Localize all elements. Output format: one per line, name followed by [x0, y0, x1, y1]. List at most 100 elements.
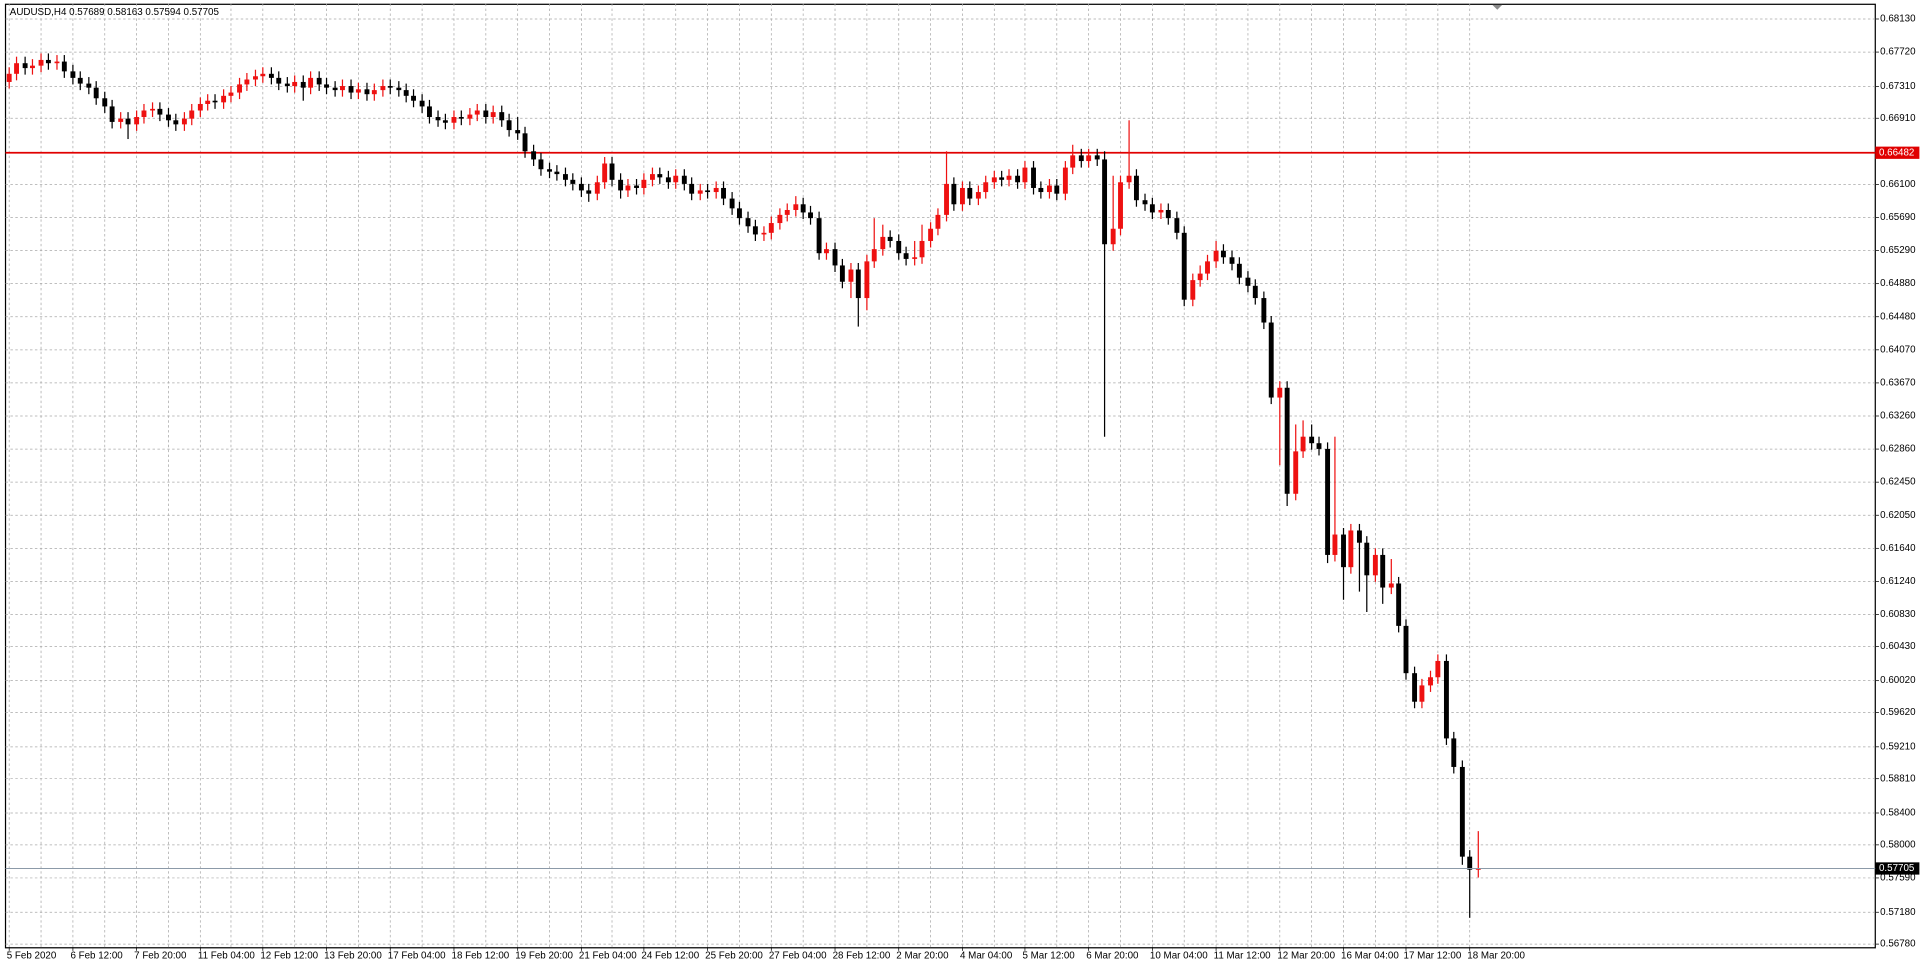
level-label-box — [1875, 146, 1920, 159]
x-tick-label: 4 Mar 04:00 — [960, 950, 1013, 961]
candle-body — [903, 253, 909, 259]
candle-body — [1133, 175, 1139, 201]
candle-body — [490, 112, 496, 118]
candle-body — [816, 218, 822, 254]
candle-body — [1031, 167, 1036, 188]
candle-body — [1236, 263, 1242, 278]
candle-body — [1181, 232, 1187, 300]
candle-body — [1142, 200, 1148, 205]
candle-body — [458, 117, 464, 119]
candle-body — [348, 86, 354, 93]
candle-body — [1070, 155, 1076, 168]
candle-body — [515, 130, 521, 134]
candle-body — [61, 61, 67, 72]
candle-body — [777, 214, 783, 224]
candle-body — [839, 265, 845, 282]
candle-body — [1006, 175, 1012, 180]
y-tick-label: 0.67310 — [1880, 81, 1916, 92]
candle-body — [109, 106, 115, 122]
y-tick-label: 0.58000 — [1880, 839, 1916, 850]
candle-body — [371, 90, 377, 95]
x-tick-label: 19 Feb 20:00 — [515, 950, 573, 961]
candle-body — [912, 257, 918, 259]
candle-body — [54, 61, 60, 64]
y-tick-label: 0.67720 — [1880, 47, 1916, 58]
candle-body — [467, 114, 473, 119]
candle-body — [212, 100, 218, 103]
candle-body — [713, 187, 719, 193]
candle-body — [538, 159, 544, 170]
candle-body — [570, 179, 576, 184]
candle-body — [141, 110, 147, 118]
candle-body — [563, 174, 568, 180]
y-tick-label: 0.68130 — [1880, 14, 1916, 25]
candle-body — [189, 110, 195, 119]
candle-body — [150, 108, 155, 111]
candle-body — [1325, 448, 1331, 555]
candle-body — [1094, 155, 1100, 160]
candle-body — [1038, 187, 1044, 193]
candle-body — [673, 175, 679, 183]
candle-body — [474, 110, 480, 115]
candle-body — [316, 77, 322, 85]
candle-body — [697, 190, 703, 194]
candle-body — [1475, 868, 1481, 870]
candle-body — [1356, 530, 1362, 543]
y-tick-label: 0.63260 — [1880, 411, 1916, 422]
candle-body — [531, 151, 537, 160]
x-tick-label: 7 Feb 20:00 — [134, 950, 187, 961]
x-tick-label: 28 Feb 12:00 — [833, 950, 891, 961]
candle-body — [86, 83, 92, 88]
candle-body — [324, 84, 329, 88]
candle-body — [1046, 185, 1052, 193]
x-tick-label: 17 Feb 04:00 — [388, 950, 446, 961]
candle-body — [745, 218, 751, 227]
candle-body — [1388, 583, 1394, 588]
candle-body — [364, 89, 370, 95]
candle-body — [396, 87, 402, 91]
shift-marker — [1492, 4, 1503, 10]
candle-body — [30, 65, 35, 69]
candle-body — [6, 73, 12, 82]
candle-body — [1197, 273, 1203, 281]
candle-body — [832, 249, 838, 266]
candle-body — [1190, 280, 1196, 300]
candle-body — [650, 174, 655, 180]
y-tick-label: 0.56780 — [1880, 939, 1916, 950]
x-tick-label: 24 Feb 12:00 — [641, 950, 699, 961]
candle-body — [166, 114, 171, 121]
candle-body — [1341, 534, 1346, 568]
candles — [5, 53, 1876, 918]
candle-body — [1110, 228, 1116, 245]
candle-body — [506, 120, 512, 131]
plot-frame — [4, 3, 1876, 949]
candle-body — [308, 77, 314, 88]
x-tick-label: 21 Feb 04:00 — [579, 950, 637, 961]
candle-body — [22, 63, 28, 69]
y-tick-label: 0.57590 — [1880, 873, 1916, 884]
candle-body — [1118, 182, 1123, 229]
candle-body — [689, 183, 695, 194]
candle-body — [483, 110, 489, 118]
candle-body — [625, 185, 631, 191]
candle-body — [1268, 322, 1274, 398]
candle-body — [602, 163, 608, 183]
candle-body — [522, 133, 528, 152]
y-tick-label: 0.62050 — [1880, 510, 1916, 521]
y-tick-label: 0.64880 — [1880, 278, 1916, 289]
grid — [5, 3, 1879, 951]
candle-body — [134, 117, 140, 125]
candle-body — [547, 169, 552, 172]
candle-body — [928, 228, 934, 241]
candle-body — [618, 179, 624, 191]
x-tick-label: 27 Feb 04:00 — [769, 950, 827, 961]
candle-body — [896, 240, 902, 254]
y-tick-label: 0.62450 — [1880, 477, 1916, 488]
candle-body — [77, 77, 83, 84]
candle-body — [157, 108, 163, 115]
candle-body — [578, 183, 584, 191]
x-tick-label: 25 Feb 20:00 — [705, 950, 763, 961]
candle-body — [181, 118, 187, 125]
candle-body — [268, 73, 274, 78]
